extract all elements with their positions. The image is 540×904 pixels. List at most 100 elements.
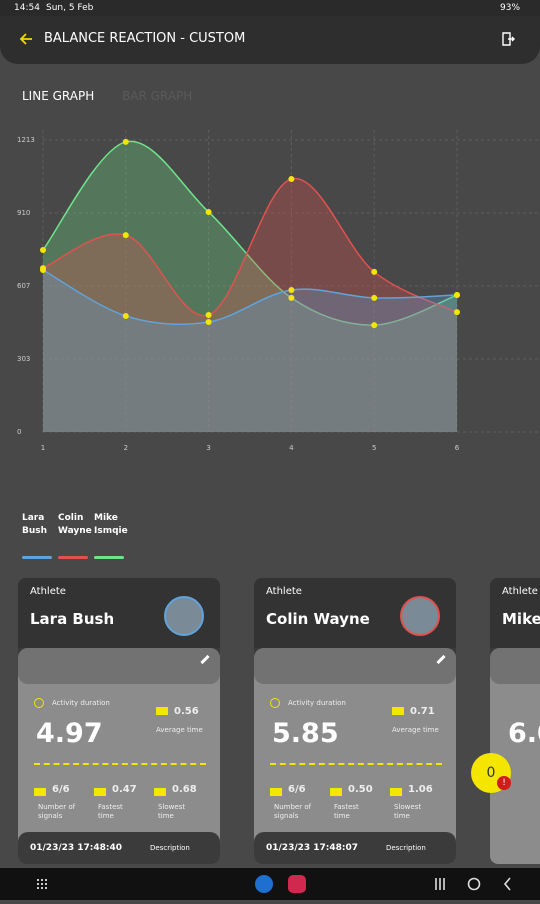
data-point — [288, 175, 295, 182]
signals-label: Number of signals — [274, 803, 312, 820]
tab-bar-graph[interactable]: BAR GRAPH — [122, 89, 193, 103]
card-strip — [490, 648, 540, 684]
x-tick-label: 2 — [124, 444, 128, 450]
legend-label: Colin Wayne — [58, 513, 92, 536]
data-point — [288, 286, 295, 293]
duration-value: 6.0 — [508, 718, 540, 749]
athlete-card: Athlete Colin Wayne 5.85 Activity duration 0… — [254, 578, 456, 864]
app-bar: BALANCE REACTION - CUSTOM — [0, 16, 540, 64]
y-tick-label: 1213 — [17, 136, 35, 144]
slowest-value: 0.68 — [172, 784, 197, 795]
nav-icons — [37, 875, 511, 893]
duration-label: Activity duration — [52, 699, 110, 707]
series-area — [43, 141, 457, 432]
athlete-name: Colin Wayne — [266, 610, 370, 628]
stat-icon — [330, 786, 342, 796]
athlete-card: Athlete Lara Bush 4.97 Activity duration 0.5… — [18, 578, 220, 864]
data-point — [205, 312, 212, 319]
duration-label: Activity duration — [288, 699, 346, 707]
stat-icon — [94, 786, 106, 796]
data-point — [288, 294, 295, 301]
legend-swatch — [22, 556, 52, 559]
bar-icon — [392, 705, 404, 715]
x-tick-label: 4 — [289, 444, 294, 450]
x-tick-label: 3 — [206, 444, 210, 450]
card-label: Athlete — [502, 586, 538, 597]
slowest-label: Slowest time — [158, 803, 186, 820]
legend-item: Mike Ismqie — [94, 512, 128, 559]
back-button[interactable] — [18, 32, 34, 46]
legend-item: Lara Bush — [22, 512, 54, 559]
status-bar: 14:54 Sun, 5 Feb 93% — [0, 0, 540, 16]
data-point — [205, 208, 212, 215]
line-chart: 0 303 607 910 1213 1 2 3 4 5 6 — [17, 130, 540, 450]
date: Sun, 5 Feb — [46, 3, 94, 13]
data-point — [122, 232, 129, 239]
clock-icon — [34, 698, 44, 708]
avatar — [400, 596, 440, 636]
card-footer: 01/23/23 17:48:07 Description — [254, 832, 456, 864]
data-point — [454, 309, 460, 316]
stat-icon — [154, 786, 166, 796]
nav-bar — [0, 868, 540, 900]
divider — [270, 763, 442, 765]
divider — [34, 763, 206, 765]
y-tick-label: 910 — [17, 209, 30, 217]
y-tick-label: 303 — [17, 355, 30, 363]
card-body: 4.97 Activity duration 0.56 Average time 6/6… — [18, 648, 220, 864]
legend-swatch — [94, 556, 124, 559]
description-toggle[interactable]: Description — [150, 844, 190, 852]
data-point — [205, 318, 212, 325]
x-tick-label: 5 — [372, 444, 376, 450]
stat-icon — [390, 786, 402, 796]
y-tick-label: 607 — [17, 282, 30, 290]
legend-swatch — [58, 556, 88, 559]
athlete-name: Mike — [502, 610, 540, 628]
x-tick-label: 1 — [41, 444, 45, 450]
athlete-card: Athlete Mike 6.0 — [490, 578, 540, 864]
screen-title: BALANCE REACTION - CUSTOM — [44, 31, 246, 46]
average-value: 0.56 — [174, 706, 199, 717]
bar-icon — [156, 705, 168, 715]
fastest-value: 0.50 — [348, 784, 373, 795]
data-point — [40, 265, 46, 272]
fastest-value: 0.47 — [112, 784, 137, 795]
average-value: 0.71 — [410, 706, 435, 717]
avatar — [164, 596, 204, 636]
signals-value: 6/6 — [52, 784, 70, 795]
signals-value: 6/6 — [288, 784, 306, 795]
data-point — [371, 294, 378, 301]
y-tick-label: 0 — [17, 428, 21, 436]
card-strip — [18, 648, 220, 684]
card-header: Athlete Colin Wayne — [254, 578, 456, 648]
card-header: Athlete Mike — [490, 578, 540, 648]
timestamp: 01/23/23 17:48:40 — [30, 843, 123, 853]
athlete-name: Lara Bush — [30, 610, 115, 628]
export-button[interactable] — [500, 31, 516, 47]
fab-count: 0 — [486, 765, 496, 781]
average-label: Average time — [156, 726, 203, 734]
series-area — [43, 269, 457, 432]
tab-line-graph[interactable]: LINE GRAPH — [22, 89, 95, 103]
card-label: Athlete — [30, 586, 66, 597]
data-point — [371, 268, 378, 275]
stat-icon — [270, 786, 282, 796]
data-point — [122, 312, 129, 319]
average-label: Average time — [392, 726, 439, 734]
legend-label: Lara Bush — [22, 513, 48, 536]
x-tick-label: 6 — [455, 444, 460, 450]
slowest-value: 1.06 — [408, 784, 433, 795]
description-toggle[interactable]: Description — [386, 844, 426, 852]
duration-value: 5.85 — [272, 718, 339, 749]
signals-label: Number of signals — [38, 803, 76, 820]
fastest-label: Fastest time — [334, 803, 359, 820]
data-point — [122, 138, 129, 145]
series-line — [42, 269, 458, 325]
duration-value: 4.97 — [36, 718, 103, 749]
stat-icon — [34, 786, 46, 796]
card-footer: 01/23/23 17:48:40 Description — [18, 832, 220, 864]
legend-item: Colin Wayne — [58, 512, 92, 559]
data-point — [371, 322, 378, 329]
data-point — [454, 292, 460, 299]
